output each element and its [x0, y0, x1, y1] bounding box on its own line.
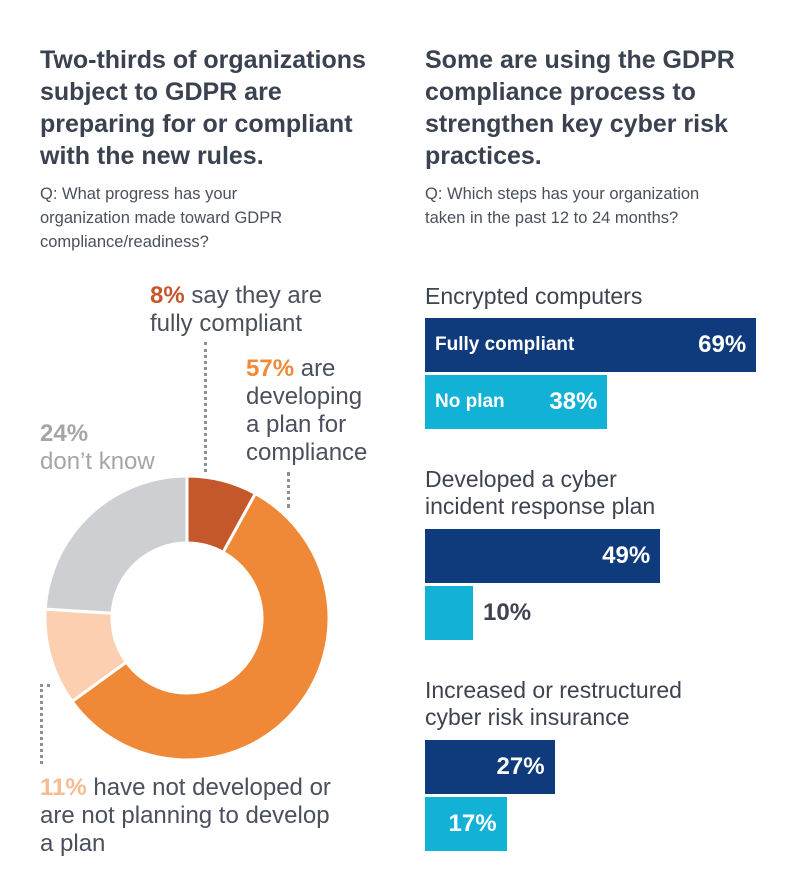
bar-group-title: Encrypted computers [425, 283, 642, 310]
bar-group-title-line: Increased or restructured [425, 677, 682, 703]
donut-slices [43, 474, 331, 762]
right-heading: Some are using the GDPR compliance proce… [425, 44, 785, 172]
bar-group-title-line: incident response plan [425, 493, 656, 519]
bar-fully-compliant: Fully compliant 69% [425, 318, 757, 372]
bar-value-label: 27% [496, 753, 545, 780]
bar-group-title: Developed a cyber incident response plan [425, 466, 655, 520]
annotation-developing: 57% are developing a plan for compliance [246, 355, 367, 467]
left-question: Q: What progress has your organization m… [40, 182, 400, 254]
bar-value-label: 69% [698, 331, 747, 358]
bar-fully-compliant: 49% [425, 529, 661, 583]
left-heading-line: Two-thirds of organizations [40, 46, 366, 74]
developing-pct: 57% [246, 355, 295, 382]
left-question-line: Q: What progress has your [40, 185, 238, 203]
compliant-text: fully compliant [150, 310, 303, 337]
bar-group-title-line: cyber risk insurance [425, 704, 630, 730]
left-heading-line: with the new rules. [40, 142, 264, 170]
bar-value-label: 38% [549, 388, 598, 415]
bar-no-plan: 17% [425, 797, 507, 851]
right-heading-line: practices. [425, 142, 542, 170]
right-question: Q: Which steps has your organization tak… [425, 182, 785, 230]
not-planning-text: a plan [40, 830, 106, 857]
left-heading-line: subject to GDPR are [40, 78, 282, 106]
slice-dont-know [43, 474, 189, 615]
leader-dots-not-planning [40, 684, 43, 764]
not-planning-text: have not developed or [93, 774, 331, 801]
developing-text: are [300, 355, 336, 382]
left-heading-line: preparing for or compliant [40, 110, 353, 138]
bar-value-label: 10% [483, 599, 532, 626]
left-heading: Two-thirds of organizations subject to G… [40, 44, 400, 172]
annotation-dont-know: 24% don’t know [40, 420, 155, 476]
bar-group-title-line: Encrypted computers [425, 283, 643, 309]
bar-value-label: 49% [602, 542, 651, 569]
annotation-not-planning: 11% have not developed or are not planni… [40, 774, 331, 858]
right-question-line: Q: Which steps has your organization [425, 185, 700, 203]
developing-text: a plan for [246, 411, 347, 438]
developing-text: developing [246, 383, 363, 410]
bar-group-title: Increased or restructured cyber risk ins… [425, 677, 682, 731]
developing-text: compliance [246, 439, 368, 466]
right-heading-line: strengthen key cyber risk [425, 110, 728, 138]
left-question-line: compliance/readiness? [40, 233, 209, 251]
bar-no-plan [425, 586, 473, 640]
leader-dots-developing [287, 472, 290, 508]
dont-know-text: don’t know [40, 448, 155, 475]
compliant-text: say they are [191, 282, 323, 309]
annotation-compliant: 8% say they are fully compliant [150, 282, 322, 338]
left-question-line: organization made toward GDPR [40, 209, 283, 227]
right-heading-line: compliance process to [425, 78, 696, 106]
bar-fully-compliant: 27% [425, 740, 555, 794]
right-heading-line: Some are using the GDPR [425, 46, 735, 74]
right-question-line: taken in the past 12 to 24 months? [425, 209, 679, 227]
donut-chart [43, 474, 331, 762]
slice-developing-plan [70, 491, 331, 762]
bar-value-label: 17% [448, 810, 497, 837]
bar-group-title-line: Developed a cyber [425, 466, 617, 492]
leader-dots-compliant [204, 342, 207, 472]
not-planning-text: are not planning to develop [40, 802, 330, 829]
leader-dots-not-planning-h [40, 684, 50, 687]
bar-series-label: Fully compliant [435, 334, 575, 355]
dont-know-pct: 24% [40, 420, 89, 447]
compliant-pct: 8% [150, 282, 185, 309]
bar-no-plan: No plan 38% [425, 375, 608, 429]
bar-series-label: No plan [435, 391, 505, 412]
not-planning-pct: 11% [40, 774, 87, 801]
